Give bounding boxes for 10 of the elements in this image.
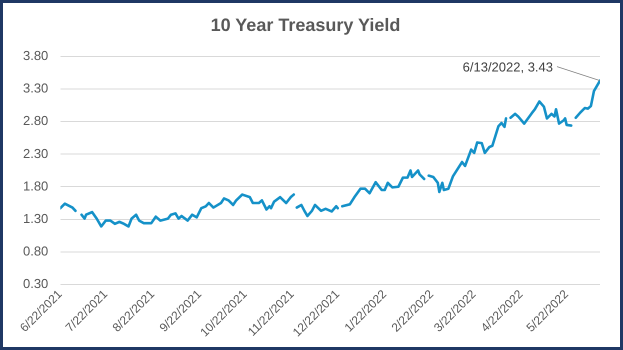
y-tick-label: 1.80 bbox=[22, 178, 48, 194]
y-tick-label: 2.30 bbox=[22, 146, 48, 161]
annotation: 6/13/2022, 3.43 bbox=[462, 59, 553, 74]
y-tick-label: 3.30 bbox=[22, 80, 48, 96]
y-tick-label: 0.80 bbox=[22, 243, 48, 258]
y-tick-label: 1.30 bbox=[22, 210, 48, 226]
y-tick-label: 3.80 bbox=[22, 48, 48, 64]
y-tick-label: 2.80 bbox=[22, 113, 48, 128]
y-tick-label: 0.30 bbox=[22, 276, 48, 291]
chart-title: 10 Year Treasury Yield bbox=[210, 14, 400, 35]
